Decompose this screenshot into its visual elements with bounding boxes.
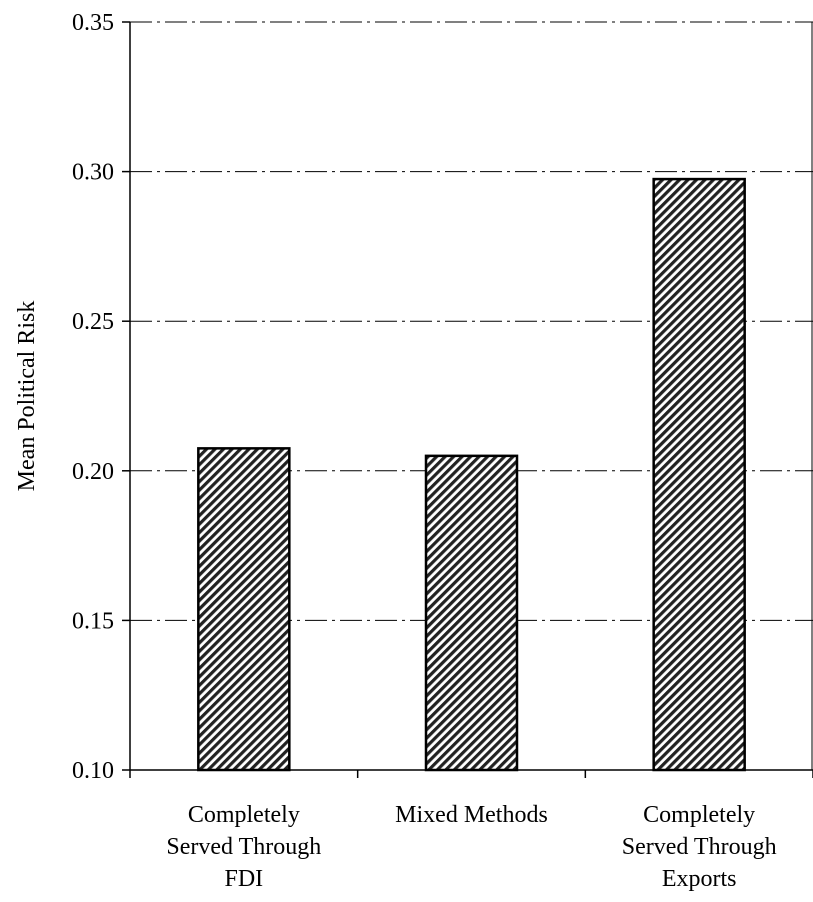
- bar: [197, 447, 291, 772]
- category-label-line: Completely: [188, 802, 300, 828]
- category-label-line: Served Through: [622, 834, 777, 860]
- y-tick-label: 0.30: [72, 160, 114, 186]
- category-label-line: Completely: [643, 802, 755, 828]
- category-label: Completely Served Through FDI: [166, 802, 321, 892]
- category-label-line: Served Through: [166, 834, 321, 860]
- y-tick-label: 0.35: [72, 10, 114, 36]
- y-ticks: 0.10 0.15 0.20 0.25 0.30 0.35: [72, 10, 130, 784]
- y-tick-label: 0.10: [72, 758, 114, 784]
- x-ticks: [129, 770, 813, 778]
- bar: [652, 177, 746, 772]
- category-label-line: Exports: [662, 866, 737, 892]
- y-tick-label: 0.15: [72, 608, 114, 634]
- bar: [424, 454, 519, 772]
- category-label-line: Mixed Methods: [395, 802, 548, 828]
- y-tick-label: 0.25: [72, 309, 114, 335]
- category-labels: Completely Served Through FDI Mixed Methods…: [166, 802, 776, 892]
- y-tick-label: 0.20: [72, 459, 114, 485]
- category-label: Mixed Methods: [395, 802, 548, 828]
- bars: [197, 177, 746, 772]
- category-label-line: FDI: [224, 866, 263, 892]
- category-label: Completely Served Through Exports: [622, 802, 777, 892]
- y-axis-title: Mean Political Risk: [14, 301, 40, 492]
